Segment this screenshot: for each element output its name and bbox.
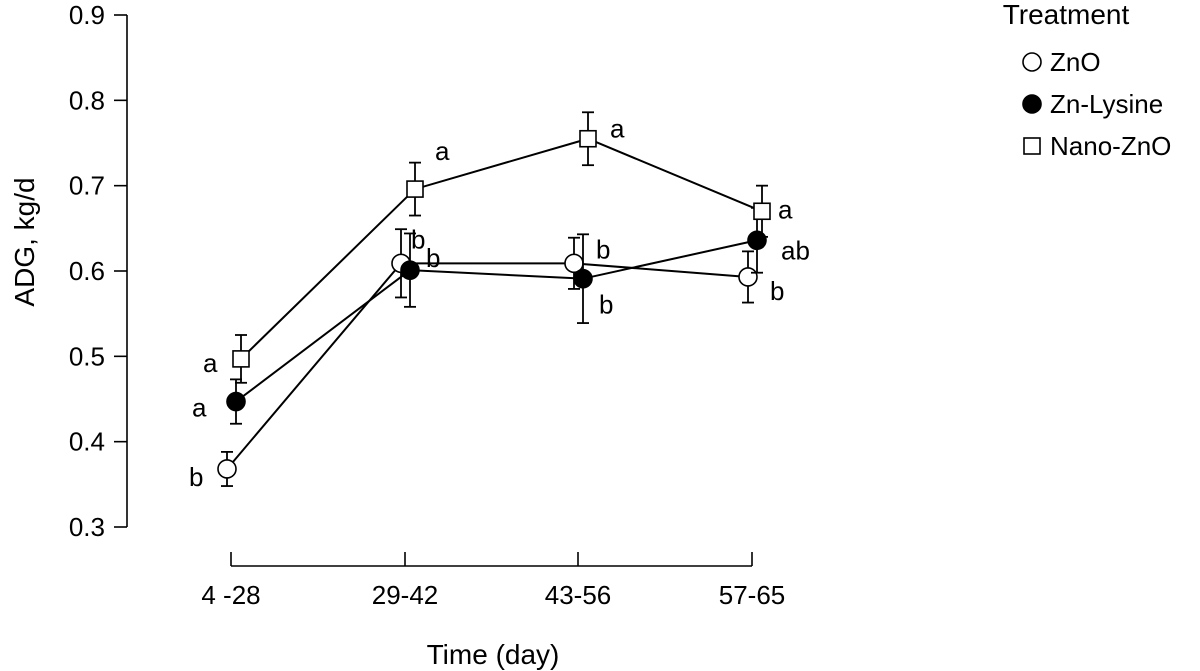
significance-label: b xyxy=(426,243,440,273)
data-point xyxy=(232,350,250,368)
legend-item: ZnO xyxy=(1022,47,1101,77)
series-line xyxy=(235,239,758,403)
y-tick-label: 0.7 xyxy=(69,171,105,201)
legend-marker xyxy=(1022,52,1042,72)
series-line xyxy=(240,137,763,360)
y-tick-label: 0.4 xyxy=(69,427,105,457)
significance-label: a xyxy=(203,348,218,378)
x-tick-label: 43-56 xyxy=(545,580,612,610)
significance-label: b xyxy=(596,234,610,264)
significance-label: b xyxy=(411,224,425,254)
y-axis: 0.3 0.4 0.5 0.6 0.7 0.8 0.9 xyxy=(69,0,128,542)
data-point xyxy=(406,180,424,198)
significance-label: a xyxy=(778,194,793,224)
y-tick-label: 0.9 xyxy=(69,0,105,30)
x-tick-label: 4 -28 xyxy=(201,580,260,610)
data-point xyxy=(573,268,593,289)
y-tick-label: 0.3 xyxy=(69,512,105,542)
significance-label: b xyxy=(770,276,784,306)
y-axis-title: ADG, kg/d xyxy=(9,177,40,306)
x-tick-label: 29-42 xyxy=(372,580,439,610)
data-point xyxy=(579,129,597,148)
legend-marker xyxy=(1022,94,1042,114)
data-point xyxy=(217,459,237,479)
legend-label: Zn-Lysine xyxy=(1050,89,1163,119)
significance-label: ab xyxy=(781,235,810,265)
legend: Treatment ZnO Zn-Lysine Nano-ZnO xyxy=(1003,0,1172,161)
data-point xyxy=(747,230,767,251)
legend-label: ZnO xyxy=(1050,47,1101,77)
series-nano-zno: a a a a xyxy=(203,111,793,384)
data-point xyxy=(753,202,771,221)
data-point xyxy=(226,391,246,412)
significance-label: b xyxy=(189,462,203,492)
legend-label: Nano-ZnO xyxy=(1050,131,1171,161)
legend-title: Treatment xyxy=(1003,0,1130,30)
data-point xyxy=(738,267,758,287)
y-tick-label: 0.5 xyxy=(69,341,105,371)
x-tick-label: 57-65 xyxy=(719,580,786,610)
y-tick-label: 0.6 xyxy=(69,256,105,286)
y-tick-label: 0.8 xyxy=(69,85,105,115)
significance-label: a xyxy=(192,393,207,423)
series-zno: bbb xyxy=(189,228,784,492)
series-line xyxy=(226,262,749,470)
legend-item: Nano-ZnO xyxy=(1023,131,1171,161)
legend-item: Zn-Lysine xyxy=(1022,89,1163,119)
data-point xyxy=(400,260,420,280)
x-axis: 4 -28 29-42 43-56 57-65 xyxy=(201,552,785,610)
x-axis-title: Time (day) xyxy=(427,639,560,670)
legend-marker xyxy=(1023,137,1041,155)
significance-label: b xyxy=(599,290,613,320)
significance-label: a xyxy=(435,136,450,166)
significance-label: a xyxy=(610,114,625,144)
